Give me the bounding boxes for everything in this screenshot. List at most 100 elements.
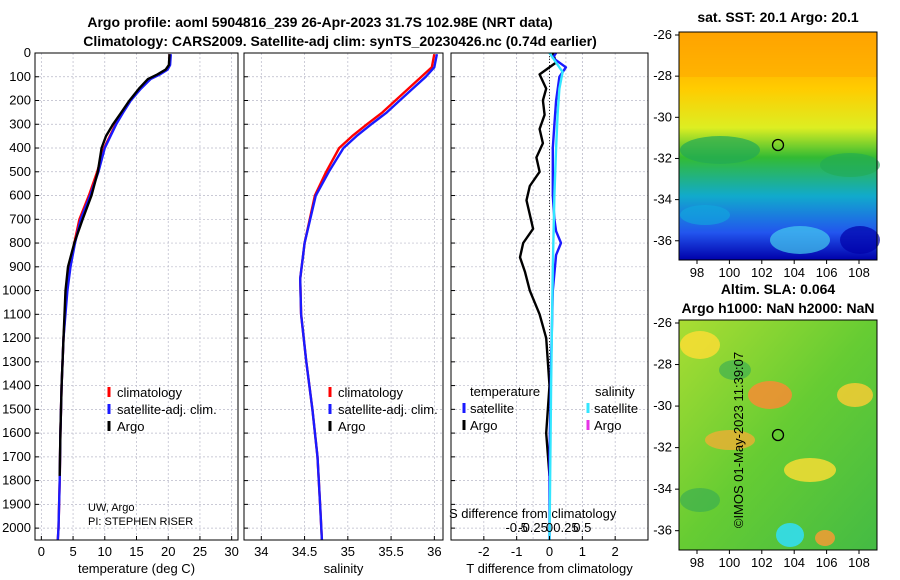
series-line-satellite-adj-clim- — [299, 53, 439, 541]
map-lat-label: -28 — [653, 68, 672, 83]
legend-label: Argo — [117, 419, 144, 434]
x-tick-label: 34.5 — [292, 544, 317, 559]
temperature-profile-panel: 0 5 10 15 20 25 300100200300400500600700800900… — [2, 45, 239, 576]
x-tick-label: 0 — [546, 544, 553, 559]
y-tick-label: 1400 — [2, 378, 31, 393]
x-tick-label: -2 — [478, 544, 490, 559]
x-tick-label: 2 — [612, 544, 619, 559]
map-lon-label: 106 — [816, 555, 838, 570]
legend-label: satellite-adj. clim. — [338, 402, 438, 417]
y-tick-label: 800 — [9, 235, 31, 250]
y-tick-label: 700 — [9, 211, 31, 226]
y-tick-label: 1100 — [3, 306, 31, 321]
legend-label: Argo — [470, 418, 497, 433]
map-lat-label: -32 — [653, 440, 672, 455]
y-tick-label: 900 — [9, 259, 31, 274]
map-lat-label: -34 — [653, 481, 672, 496]
x-tick-label: 0 — [38, 544, 45, 559]
y-tick-label: 400 — [9, 140, 31, 155]
x-axis-label: T difference from climatology — [466, 561, 633, 576]
top-axis-label: S difference from climatology — [449, 506, 617, 521]
x-tick-label: 1 — [579, 544, 586, 559]
legend-label: Argo — [594, 418, 621, 433]
map-lon-label: 98 — [690, 555, 704, 570]
series-line-argo — [58, 54, 171, 476]
legend-label: Argo — [338, 419, 365, 434]
map-lat-label: -32 — [653, 150, 672, 165]
x-tick-label: 35.5 — [378, 544, 403, 559]
y-tick-label: 1700 — [2, 449, 31, 464]
top-tick-label: -0.25 — [518, 520, 548, 535]
series-line-t-argo — [518, 52, 558, 476]
top-tick-label: -0.5 — [505, 520, 527, 535]
x-tick-label: 15 — [129, 544, 143, 559]
x-tick-label: 20 — [161, 544, 175, 559]
map-lat-label: -28 — [653, 357, 672, 372]
salinity-profile-panel: 34 34.5 35 35.5 36 salinity climatology satelli… — [243, 52, 444, 576]
sst-map-panel: sat. SST: 20.1 Argo: 20.1 -26 -28 -30 -32 -3… — [653, 9, 880, 280]
y-tick-label: 600 — [9, 188, 31, 203]
map-lat-label: -36 — [653, 523, 672, 538]
title-line-2: Climatology: CARS2009. Satellite-adj cli… — [83, 33, 597, 49]
y-tick-label: 100 — [9, 69, 31, 84]
x-tick-label: 34 — [254, 544, 268, 559]
map-lat-label: -26 — [653, 27, 672, 42]
plot-area — [244, 53, 443, 540]
series-line-s-satellite — [548, 52, 564, 541]
top-tick-label: 0.5 — [573, 520, 591, 535]
map-lon-label: 100 — [719, 265, 741, 280]
top-tick-label: 0 — [546, 520, 553, 535]
sla-map-panel: Altim. SLA: 0.064 Argo h1000: NaN h2000:… — [653, 281, 878, 570]
x-tick-label: 30 — [224, 544, 238, 559]
y-tick-label: 1900 — [2, 496, 31, 511]
y-tick-label: 1600 — [2, 425, 31, 440]
top-tick-label: 0.25 — [553, 520, 578, 535]
x-axis-label: salinity — [324, 561, 364, 576]
x-tick-label: 36 — [427, 544, 441, 559]
y-tick-label: 500 — [9, 164, 31, 179]
y-tick-label: 1300 — [2, 354, 31, 369]
map-lat-label: -30 — [653, 109, 672, 124]
institution-credit: UW, Argo — [88, 502, 134, 514]
map-lon-label: 100 — [719, 555, 741, 570]
pi-credit: PI: STEPHEN RISER — [88, 516, 193, 528]
map-lon-label: 104 — [783, 265, 805, 280]
imos-timestamp: ©IMOS 01-May-2023 11:39:07 — [731, 352, 746, 528]
y-tick-label: 1500 — [2, 401, 31, 416]
legend-title-salinity: salinity — [595, 384, 635, 399]
y-tick-label: 1800 — [2, 473, 31, 488]
map-lat-label: -34 — [653, 192, 672, 207]
x-tick-label: -1 — [511, 544, 523, 559]
legend-label: satellite — [594, 401, 638, 416]
map-lon-label: 98 — [690, 265, 704, 280]
x-tick-label: 35 — [341, 544, 355, 559]
sla-title-line-1: Altim. SLA: 0.064 — [721, 281, 836, 297]
legend-label: satellite-adj. clim. — [117, 402, 217, 417]
x-tick-label: 25 — [193, 544, 207, 559]
map-lat-label: -26 — [653, 315, 672, 330]
legend-label: climatology — [117, 385, 183, 400]
float-location-marker — [771, 138, 785, 152]
y-tick-label: 1200 — [2, 330, 31, 345]
map-lat-label: -36 — [653, 233, 672, 248]
difference-profile-panel: -2 -1 0 1 2-0.5-0.25 0.250.50S difference fro… — [449, 52, 649, 576]
map-lon-label: 106 — [816, 265, 838, 280]
y-tick-label: 300 — [9, 116, 31, 131]
legend-title-temperature: temperature — [470, 384, 540, 399]
sst-title: sat. SST: 20.1 Argo: 20.1 — [697, 9, 859, 25]
float-location-marker-sla — [771, 428, 785, 442]
title-line-1: Argo profile: aoml 5904816_239 26-Apr-20… — [87, 14, 552, 30]
map-lon-label: 108 — [848, 555, 870, 570]
y-tick-label: 0 — [24, 45, 31, 60]
map-lon-label: 102 — [751, 555, 773, 570]
sla-title-line-2: Argo h1000: NaN h2000: NaN — [682, 300, 875, 316]
map-lon-label: 108 — [848, 265, 870, 280]
x-tick-label: 5 — [69, 544, 76, 559]
y-tick-label: 1000 — [2, 283, 31, 298]
plot-frame — [243, 52, 444, 541]
map-lon-label: 102 — [751, 265, 773, 280]
map-lat-label: -30 — [653, 398, 672, 413]
map-lon-label: 104 — [783, 555, 805, 570]
x-axis-label: temperature (deg C) — [78, 561, 195, 576]
